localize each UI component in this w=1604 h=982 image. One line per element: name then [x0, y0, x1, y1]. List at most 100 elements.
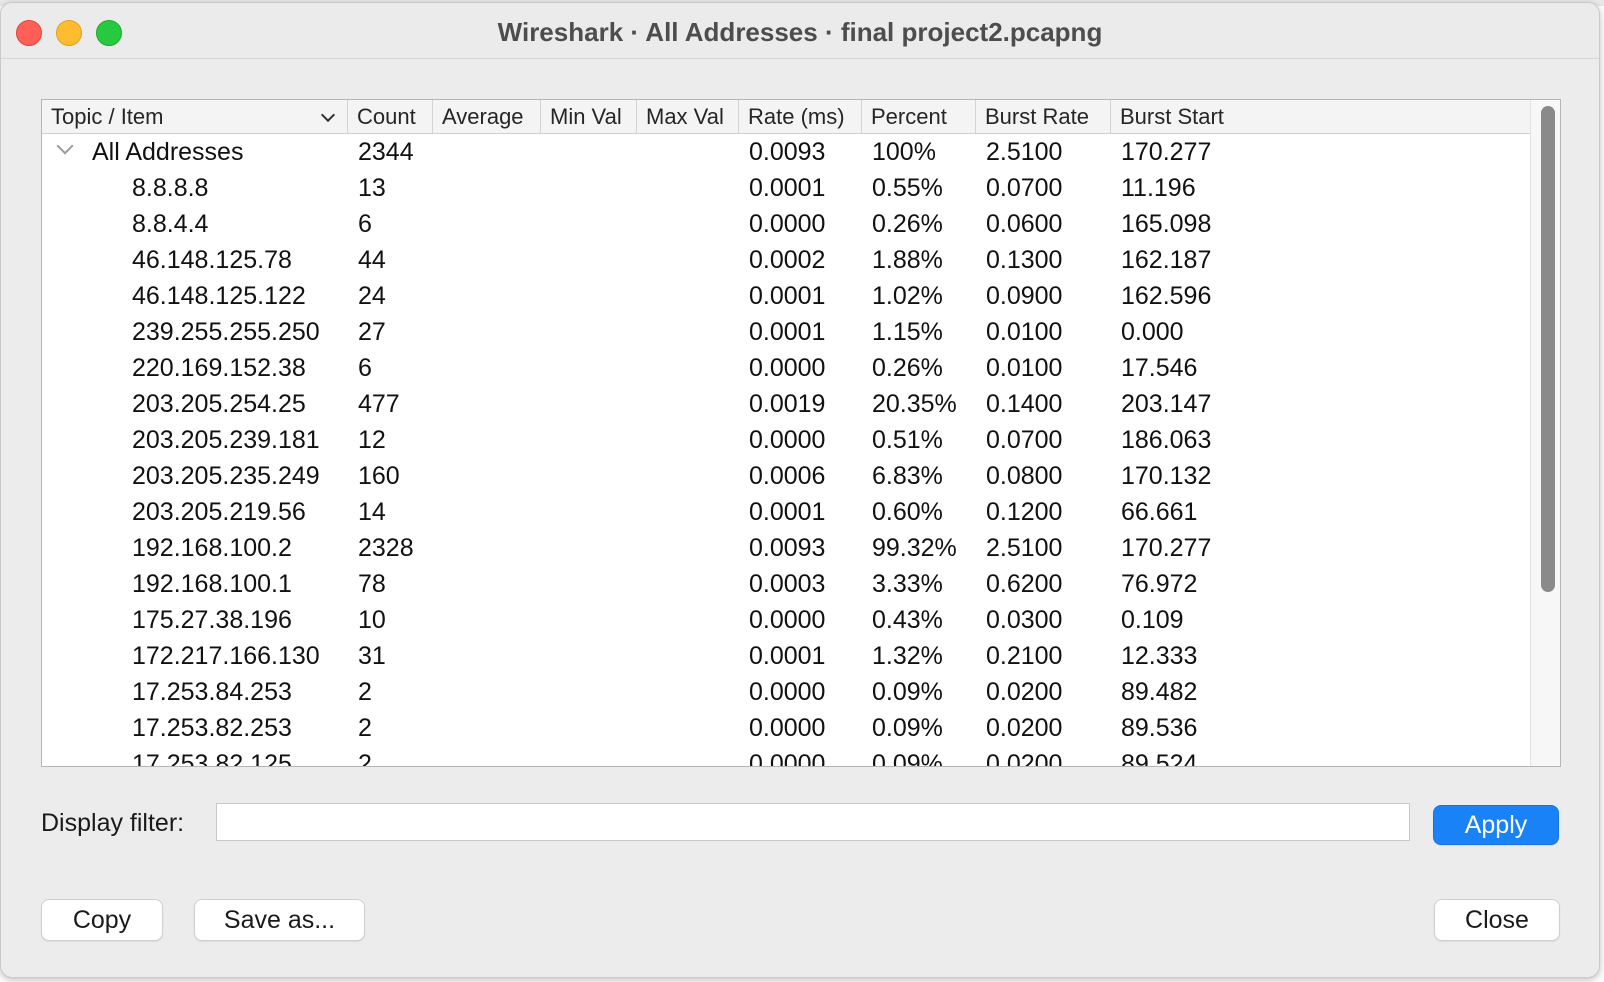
column-header-count[interactable]: Count — [348, 100, 433, 134]
column-header-rate[interactable]: Rate (ms) — [739, 100, 862, 134]
burst-start-cell: 203.147 — [1121, 390, 1212, 418]
table-row[interactable]: 192.168.100.2 2328 0.0093 99.32% 2.5100 170.2… — [42, 530, 1530, 566]
count-cell: 12 — [358, 426, 386, 454]
save-as-button[interactable]: Save as... — [194, 899, 365, 941]
percent-cell: 1.32% — [872, 642, 943, 670]
table-row[interactable]: 239.255.255.250 27 0.0001 1.15% 0.0100 0.000 — [42, 314, 1530, 350]
window-maximize-icon[interactable] — [96, 20, 122, 46]
window-title: Wireshark · All Addresses · final projec… — [497, 17, 1103, 47]
count-cell: 2344 — [358, 138, 414, 166]
burst-rate-cell: 0.0600 — [986, 210, 1063, 238]
burst-start-cell: 165.098 — [1121, 210, 1212, 238]
burst-rate-cell: 2.5100 — [986, 138, 1063, 166]
scrollbar-thumb[interactable] — [1541, 106, 1555, 592]
item-cell: 175.27.38.196 — [132, 606, 292, 634]
table-row[interactable]: 46.148.125.122 24 0.0001 1.02% 0.0900 162.596 — [42, 278, 1530, 314]
table-row[interactable]: 203.205.239.181 12 0.0000 0.51% 0.0700 186.06… — [42, 422, 1530, 458]
window-close-icon[interactable] — [16, 20, 42, 46]
burst-rate-cell: 0.1400 — [986, 390, 1063, 418]
percent-cell: 0.09% — [872, 678, 943, 706]
count-cell: 10 — [358, 606, 386, 634]
count-cell: 27 — [358, 318, 386, 346]
percent-cell: 0.43% — [872, 606, 943, 634]
vertical-scrollbar[interactable] — [1530, 100, 1560, 766]
burst-start-cell: 12.333 — [1121, 642, 1198, 670]
count-cell: 2 — [358, 750, 372, 767]
burst-rate-cell: 0.1300 — [986, 246, 1063, 274]
rate-cell: 0.0000 — [749, 426, 826, 454]
column-header-topic-item[interactable]: Topic / Item — [42, 100, 348, 134]
table-row[interactable]: 8.8.4.4 6 0.0000 0.26% 0.0600 165.098 — [42, 206, 1530, 242]
burst-rate-cell: 0.2100 — [986, 642, 1063, 670]
copy-button[interactable]: Copy — [41, 899, 163, 941]
table-row[interactable]: 175.27.38.196 10 0.0000 0.43% 0.0300 0.109 — [42, 602, 1530, 638]
item-cell: 192.168.100.2 — [132, 534, 292, 562]
rate-cell: 0.0001 — [749, 282, 826, 310]
burst-start-cell: 0.109 — [1121, 606, 1184, 634]
count-cell: 160 — [358, 462, 400, 490]
table-row[interactable]: 203.205.219.56 14 0.0001 0.60% 0.1200 66.661 — [42, 494, 1530, 530]
rate-cell: 0.0001 — [749, 174, 826, 202]
table-row[interactable]: 46.148.125.78 44 0.0002 1.88% 0.1300 162.187 — [42, 242, 1530, 278]
table-row[interactable]: 203.205.254.25 477 0.0019 20.35% 0.1400 203.1… — [42, 386, 1530, 422]
count-cell: 24 — [358, 282, 386, 310]
burst-start-cell: 66.661 — [1121, 498, 1198, 526]
count-cell: 14 — [358, 498, 386, 526]
chevron-down-icon[interactable] — [320, 107, 336, 123]
column-header-burst-start[interactable]: Burst Start — [1120, 104, 1224, 129]
table-row[interactable]: 172.217.166.130 31 0.0001 1.32% 0.2100 12.333 — [42, 638, 1530, 674]
rate-cell: 0.0000 — [749, 210, 826, 238]
table-row[interactable]: 17.253.82.253 2 0.0000 0.09% 0.0200 89.536 — [42, 710, 1530, 746]
burst-rate-cell: 0.0200 — [986, 678, 1063, 706]
column-header-burst-rate[interactable]: Burst Rate — [976, 100, 1111, 134]
burst-rate-cell: 0.6200 — [986, 570, 1063, 598]
burst-rate-cell: 0.0200 — [986, 750, 1063, 767]
item-cell: 239.255.255.250 — [132, 318, 320, 346]
column-header-average[interactable]: Average — [433, 100, 541, 134]
burst-rate-cell: 2.5100 — [986, 534, 1063, 562]
percent-cell: 20.35% — [872, 390, 957, 418]
burst-rate-cell: 0.0300 — [986, 606, 1063, 634]
burst-start-cell: 186.063 — [1121, 426, 1212, 454]
item-cell: 203.205.235.249 — [132, 462, 320, 490]
count-cell: 78 — [358, 570, 386, 598]
table-row[interactable]: 192.168.100.1 78 0.0003 3.33% 0.6200 76.972 — [42, 566, 1530, 602]
apply-button[interactable]: Apply — [1433, 805, 1559, 845]
percent-cell: 0.26% — [872, 354, 943, 382]
burst-start-cell: 89.536 — [1121, 714, 1198, 742]
burst-start-cell: 89.524 — [1121, 750, 1198, 767]
count-cell: 13 — [358, 174, 386, 202]
chevron-down-icon[interactable] — [56, 137, 74, 155]
rate-cell: 0.0093 — [749, 534, 826, 562]
column-header-percent[interactable]: Percent — [862, 100, 976, 134]
burst-rate-cell: 0.0800 — [986, 462, 1063, 490]
table-row[interactable]: 220.169.152.38 6 0.0000 0.26% 0.0100 17.546 — [42, 350, 1530, 386]
table-row[interactable]: 17.253.82.125 2 0.0000 0.09% 0.0200 89.524 — [42, 746, 1530, 767]
item-cell: 220.169.152.38 — [132, 354, 306, 382]
count-cell: 6 — [358, 354, 372, 382]
item-cell: 8.8.4.4 — [132, 210, 209, 238]
rate-cell: 0.0003 — [749, 570, 826, 598]
table-row-all-addresses[interactable]: All Addresses 2344 0.0093 100% 2.5100 17… — [42, 134, 1530, 170]
column-header-min-val[interactable]: Min Val — [541, 100, 637, 134]
burst-start-cell: 76.972 — [1121, 570, 1198, 598]
item-cell: 46.148.125.78 — [132, 246, 292, 274]
percent-cell: 0.55% — [872, 174, 943, 202]
window-minimize-icon[interactable] — [56, 20, 82, 46]
rate-cell: 0.0019 — [749, 390, 826, 418]
burst-start-cell: 162.596 — [1121, 282, 1212, 310]
close-button[interactable]: Close — [1434, 899, 1560, 941]
rate-cell: 0.0000 — [749, 678, 826, 706]
statistics-table: Topic / Item Count Average Min Val Max V… — [41, 99, 1561, 767]
item-cell: 46.148.125.122 — [132, 282, 306, 310]
table-row[interactable]: 203.205.235.249 160 0.0006 6.83% 0.0800 170.1… — [42, 458, 1530, 494]
table-row[interactable]: 17.253.84.253 2 0.0000 0.09% 0.0200 89.482 — [42, 674, 1530, 710]
percent-cell: 1.15% — [872, 318, 943, 346]
burst-start-cell: 0.000 — [1121, 318, 1184, 346]
count-cell: 2328 — [358, 534, 414, 562]
column-header-max-val[interactable]: Max Val — [637, 100, 739, 134]
rate-cell: 0.0093 — [749, 138, 826, 166]
table-row[interactable]: 8.8.8.8 13 0.0001 0.55% 0.0700 11.196 — [42, 170, 1530, 206]
display-filter-input[interactable] — [216, 803, 1410, 841]
item-cell: 203.205.219.56 — [132, 498, 306, 526]
